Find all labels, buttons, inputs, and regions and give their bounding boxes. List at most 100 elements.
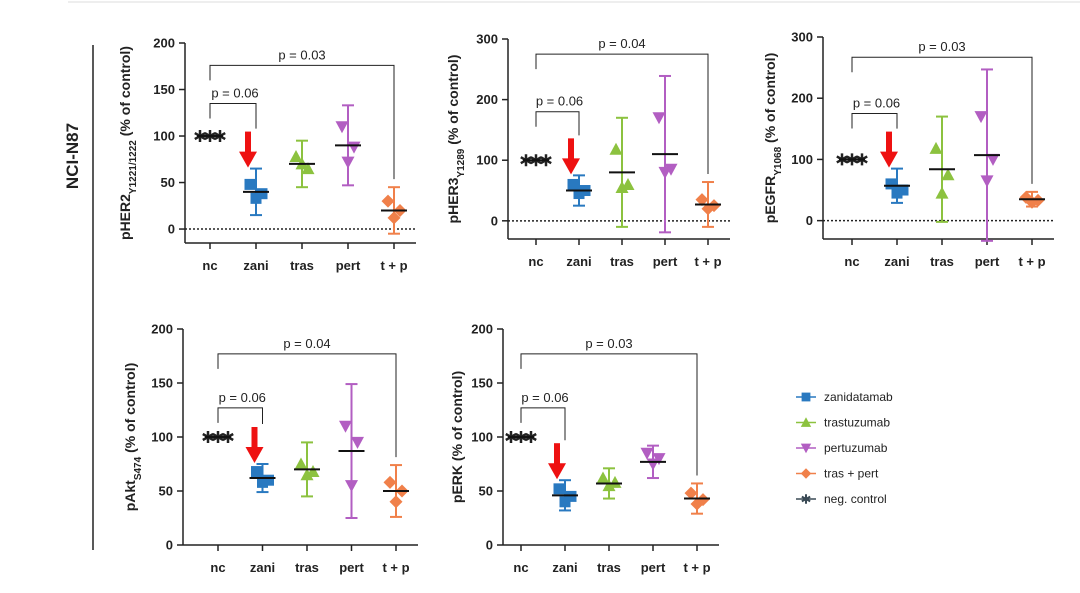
y-tick-label: 200	[476, 92, 498, 107]
y-axis-label-part: (% of control)	[445, 55, 461, 149]
arrow-shaft	[251, 427, 258, 449]
y-axis-label: pHER2Y1221/1222 (% of control)	[117, 46, 139, 240]
marker	[885, 178, 897, 190]
arrow-shaft	[554, 443, 560, 466]
y-axis-label-part: pHER3	[445, 177, 461, 223]
marker	[897, 184, 909, 196]
marker	[891, 187, 903, 199]
p-value: p = 0.06	[536, 94, 583, 109]
x-tick-label: zani	[566, 254, 591, 269]
marker	[695, 193, 709, 207]
p-value: p = 0.04	[598, 36, 645, 51]
marker	[658, 166, 672, 179]
y-tick-label: 100	[151, 430, 173, 445]
x-tick-label: zani	[884, 254, 909, 269]
legend-label: tras + pert	[824, 467, 879, 481]
marker	[573, 188, 585, 200]
y-axis-label-part: Y1068	[773, 146, 784, 175]
y-tick-label: 150	[471, 376, 493, 391]
y-axis-label-part: pAkt	[122, 480, 138, 511]
y-axis-label-part: (% of control)	[762, 53, 778, 147]
y-axis-label: pEGFRY1068 (% of control)	[762, 53, 784, 223]
marker	[301, 162, 315, 175]
marker	[250, 192, 262, 204]
x-tick-label: nc	[513, 560, 528, 575]
marker	[602, 479, 616, 492]
marker	[256, 188, 268, 200]
marker	[690, 497, 704, 511]
arrow-head	[245, 447, 264, 463]
y-tick-label: 0	[168, 222, 175, 237]
legend-label: pertuzumab	[824, 441, 888, 455]
arrow-head	[880, 151, 898, 168]
p-value: p = 0.06	[211, 85, 258, 100]
arrow-head	[562, 158, 580, 175]
significance-bracket	[535, 53, 709, 175]
significance-bracket	[217, 407, 263, 424]
x-tick-label: pert	[653, 254, 678, 269]
marker	[553, 483, 565, 495]
x-tick-label: t + p	[382, 560, 409, 575]
x-tick-label: tras	[597, 560, 621, 575]
legend-label: zanidatamab	[824, 390, 893, 404]
x-tick-label: t + p	[1018, 254, 1045, 269]
marker	[684, 486, 698, 500]
y-tick-label: 100	[153, 129, 175, 144]
x-tick-label: nc	[202, 258, 217, 273]
y-axis-label: pHER3Y1289 (% of control)	[445, 55, 467, 224]
x-tick-label: zani	[552, 560, 577, 575]
marker	[801, 494, 811, 504]
y-tick-label: 200	[471, 322, 493, 337]
marker	[251, 466, 262, 478]
x-tick-label: pert	[339, 560, 364, 575]
x-tick-label: tras	[295, 560, 319, 575]
y-tick-label: 50	[479, 484, 493, 499]
marker	[341, 156, 355, 169]
y-axis-label-part: Y1289	[456, 148, 467, 177]
y-tick-label: 100	[476, 153, 498, 168]
marker	[935, 186, 949, 199]
marker	[800, 443, 812, 454]
significance-bracket	[851, 56, 1033, 184]
arrow-shaft	[886, 131, 892, 154]
marker	[294, 457, 308, 470]
y-tick-label: 300	[476, 32, 498, 47]
marker	[800, 468, 812, 479]
y-axis-label-part: (% of control)	[117, 46, 133, 140]
marker	[565, 490, 577, 502]
y-axis-label-part: (% of control)	[449, 371, 465, 465]
marker	[257, 476, 268, 488]
marker	[974, 111, 988, 124]
x-tick-label: nc	[210, 560, 225, 575]
arrow-head	[548, 463, 566, 480]
x-tick-label: nc	[528, 254, 543, 269]
x-tick-label: t + p	[694, 254, 721, 269]
y-tick-label: 200	[151, 322, 173, 337]
x-tick-label: tras	[930, 254, 954, 269]
y-tick-label: 0	[486, 538, 493, 553]
y-tick-label: 300	[791, 30, 813, 45]
cell-line-label: NCI-N87	[63, 123, 82, 189]
marker	[351, 436, 364, 449]
marker	[339, 420, 352, 433]
marker	[567, 178, 579, 190]
y-axis-label-part: pERK	[449, 465, 465, 503]
y-tick-label: 0	[806, 213, 813, 228]
x-tick-label: pert	[336, 258, 361, 273]
arrow-head	[239, 151, 257, 168]
x-tick-label: pert	[641, 560, 666, 575]
x-tick-label: zani	[243, 258, 268, 273]
y-tick-label: 50	[159, 484, 173, 499]
marker	[335, 121, 349, 134]
arrow-shaft	[245, 131, 251, 154]
marker	[383, 475, 397, 489]
marker	[646, 458, 660, 471]
marker	[263, 474, 274, 486]
marker	[596, 471, 610, 484]
legend-label: neg. control	[824, 492, 887, 506]
y-tick-label: 50	[161, 175, 175, 190]
y-axis-label-part: pHER2	[117, 194, 133, 240]
y-tick-label: 150	[151, 376, 173, 391]
marker	[980, 175, 994, 188]
